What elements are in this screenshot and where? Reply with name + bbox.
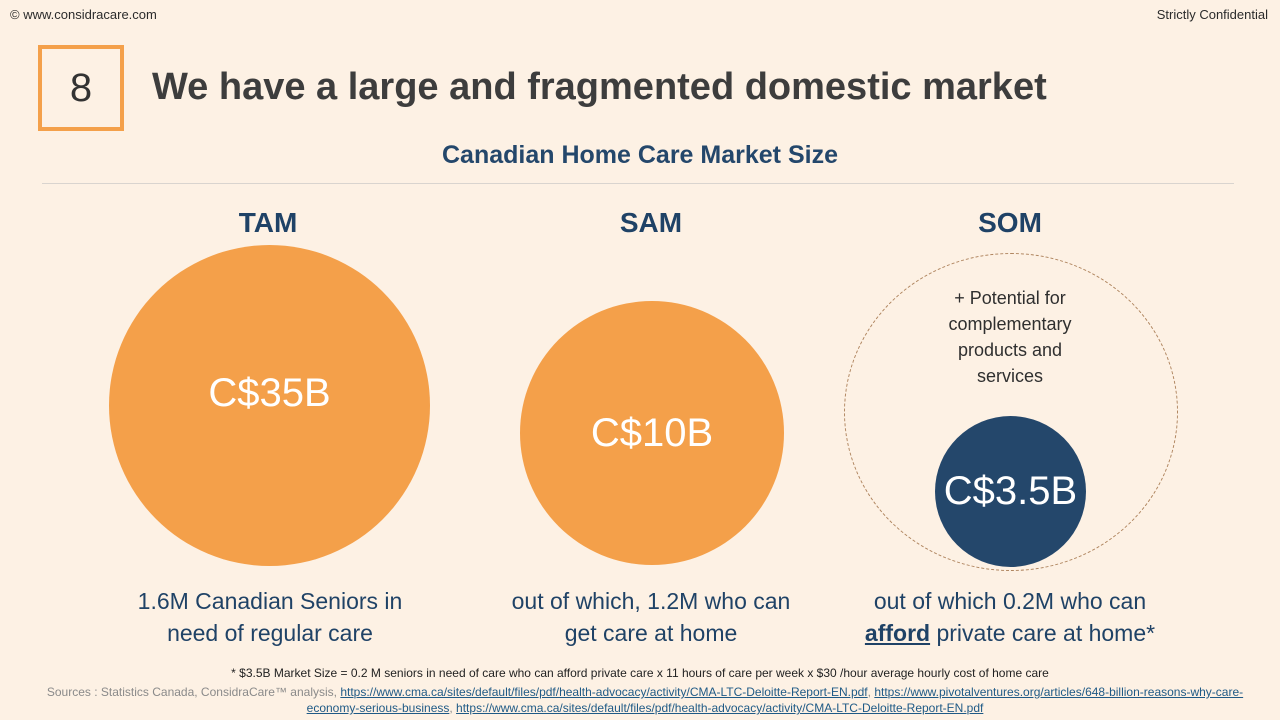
divider: [42, 183, 1234, 184]
som-desc-rest: private care at home*: [930, 620, 1156, 646]
tam-description: 1.6M Canadian Seniors in need of regular…: [100, 585, 440, 649]
slide-subtitle: Canadian Home Care Market Size: [442, 141, 838, 169]
som-potential-text: + Potential for complementary products a…: [924, 285, 1096, 389]
footnote: * $3.5B Market Size = 0.2 M seniors in n…: [231, 666, 1049, 680]
sam-label: SAM: [619, 207, 683, 238]
sam-desc-line1: out of which, 1.2M who can: [511, 588, 791, 614]
som-description: out of which 0.2M who can afford private…: [840, 585, 1180, 649]
som-potential-line4: services: [976, 366, 1043, 386]
copyright-text: © www.considracare.com: [10, 7, 157, 22]
tam-circle: C$35B: [109, 245, 430, 566]
source-link-1[interactable]: https://www.cma.ca/sites/default/files/p…: [340, 685, 868, 699]
sources-sep-1: ,: [867, 685, 875, 699]
som-potential-line1: + Potential for: [954, 288, 1066, 308]
som-circle: C$3.5B: [935, 416, 1086, 567]
tam-value: C$35B: [208, 371, 331, 415]
sources: Sources : Statistics Canada, ConsidraCar…: [30, 684, 1260, 716]
sources-sep-2: ,: [449, 701, 457, 715]
sam-value: C$10B: [590, 410, 714, 455]
som-potential-line2: complementary: [948, 314, 1072, 334]
som-desc-bold: afford: [864, 620, 931, 646]
slide-title: We have a large and fragmented domestic …: [152, 66, 1047, 108]
slide-number: 8: [69, 65, 93, 110]
source-link-3[interactable]: https://www.cma.ca/sites/default/files/p…: [456, 701, 984, 715]
sam-description: out of which, 1.2M who can get care at h…: [481, 585, 821, 649]
sources-prefix: Sources : Statistics Canada, ConsidraCar…: [46, 685, 341, 699]
sam-circle: C$10B: [520, 301, 784, 565]
som-label: SOM: [978, 207, 1042, 238]
tam-label: TAM: [238, 207, 298, 238]
tam-desc-line1: 1.6M Canadian Seniors in: [137, 588, 403, 614]
sam-desc-line2: get care at home: [564, 620, 738, 646]
som-desc-line1: out of which 0.2M who can: [873, 588, 1147, 614]
som-potential-line3: products and: [957, 340, 1063, 360]
slide-number-box: 8: [38, 45, 124, 131]
confidentiality-label: Strictly Confidential: [1156, 7, 1268, 22]
som-desc-line2: afford private care at home*: [840, 617, 1180, 649]
source-link-2[interactable]: https://www.pivotalventures.org/articles…: [306, 685, 1244, 715]
tam-desc-line2: need of regular care: [167, 620, 373, 646]
som-value: C$3.5B: [943, 469, 1078, 513]
som-potential-circle: [844, 253, 1178, 571]
